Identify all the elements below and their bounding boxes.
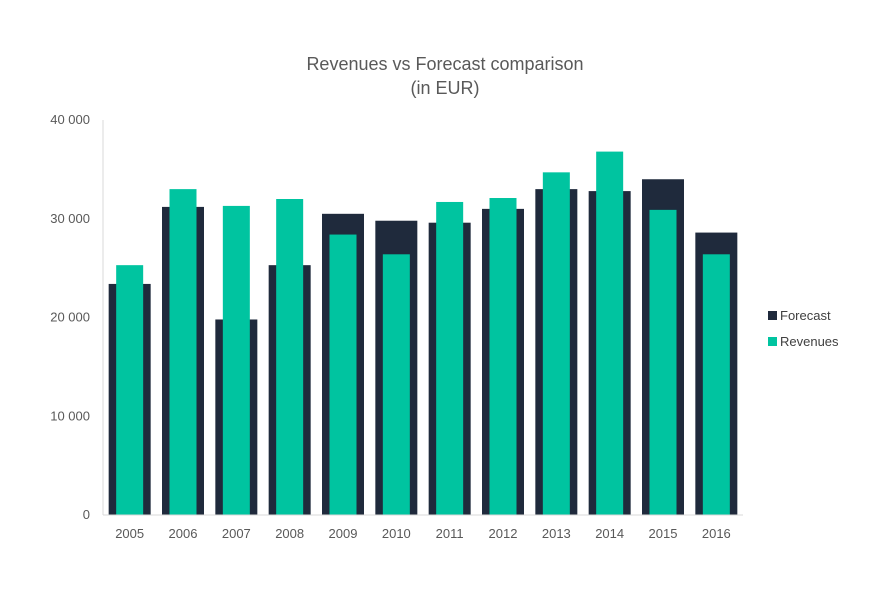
revenues-bar [329, 234, 357, 516]
x-tick-label: 2012 [489, 526, 518, 541]
legend-item-forecast: Forecast [768, 306, 839, 324]
y-tick-label: 10 000 [50, 408, 90, 423]
x-tick-label: 2011 [436, 526, 464, 541]
x-tick-label: 2013 [542, 526, 571, 541]
revenues-bar [489, 198, 517, 515]
chart-title-block: Revenues vs Forecast comparison (in EUR) [0, 52, 890, 100]
revenues-bar [649, 209, 677, 516]
revenues-bar [116, 265, 144, 515]
revenues-bar [596, 151, 624, 515]
revenues-bar [702, 254, 730, 516]
revenues-bar [169, 189, 197, 515]
x-tick-label: 2009 [329, 526, 358, 541]
x-tick-label: 2016 [702, 526, 731, 541]
revenues-bar [276, 199, 304, 515]
x-tick-label: 2005 [115, 526, 144, 541]
y-tick-label: 0 [83, 507, 90, 522]
x-tick-label: 2010 [382, 526, 411, 541]
legend-swatch-revenues [768, 336, 777, 346]
x-tick-label: 2007 [222, 526, 251, 541]
revenues-bar [542, 172, 570, 515]
legend-item-revenues: Revenues [768, 332, 839, 350]
x-tick-label: 2015 [649, 526, 678, 541]
y-tick-label: 20 000 [50, 310, 90, 325]
y-tick-label: 30 000 [50, 211, 90, 226]
x-tick-label: 2014 [595, 526, 624, 541]
revenues-bar [222, 205, 250, 515]
revenues-bar [382, 254, 410, 516]
revenues-bar [436, 201, 464, 515]
legend-label-revenues: Revenues [780, 333, 839, 349]
x-tick-label: 2008 [275, 526, 304, 541]
chart-legend: Forecast Revenues [768, 306, 839, 358]
y-tick-label: 40 000 [50, 112, 90, 127]
chart-title: Revenues vs Forecast comparison [306, 54, 584, 74]
chart-subtitle: (in EUR) [410, 78, 480, 98]
legend-label-forecast: Forecast [780, 307, 831, 323]
x-tick-label: 2006 [169, 526, 198, 541]
legend-swatch-forecast [768, 310, 777, 320]
